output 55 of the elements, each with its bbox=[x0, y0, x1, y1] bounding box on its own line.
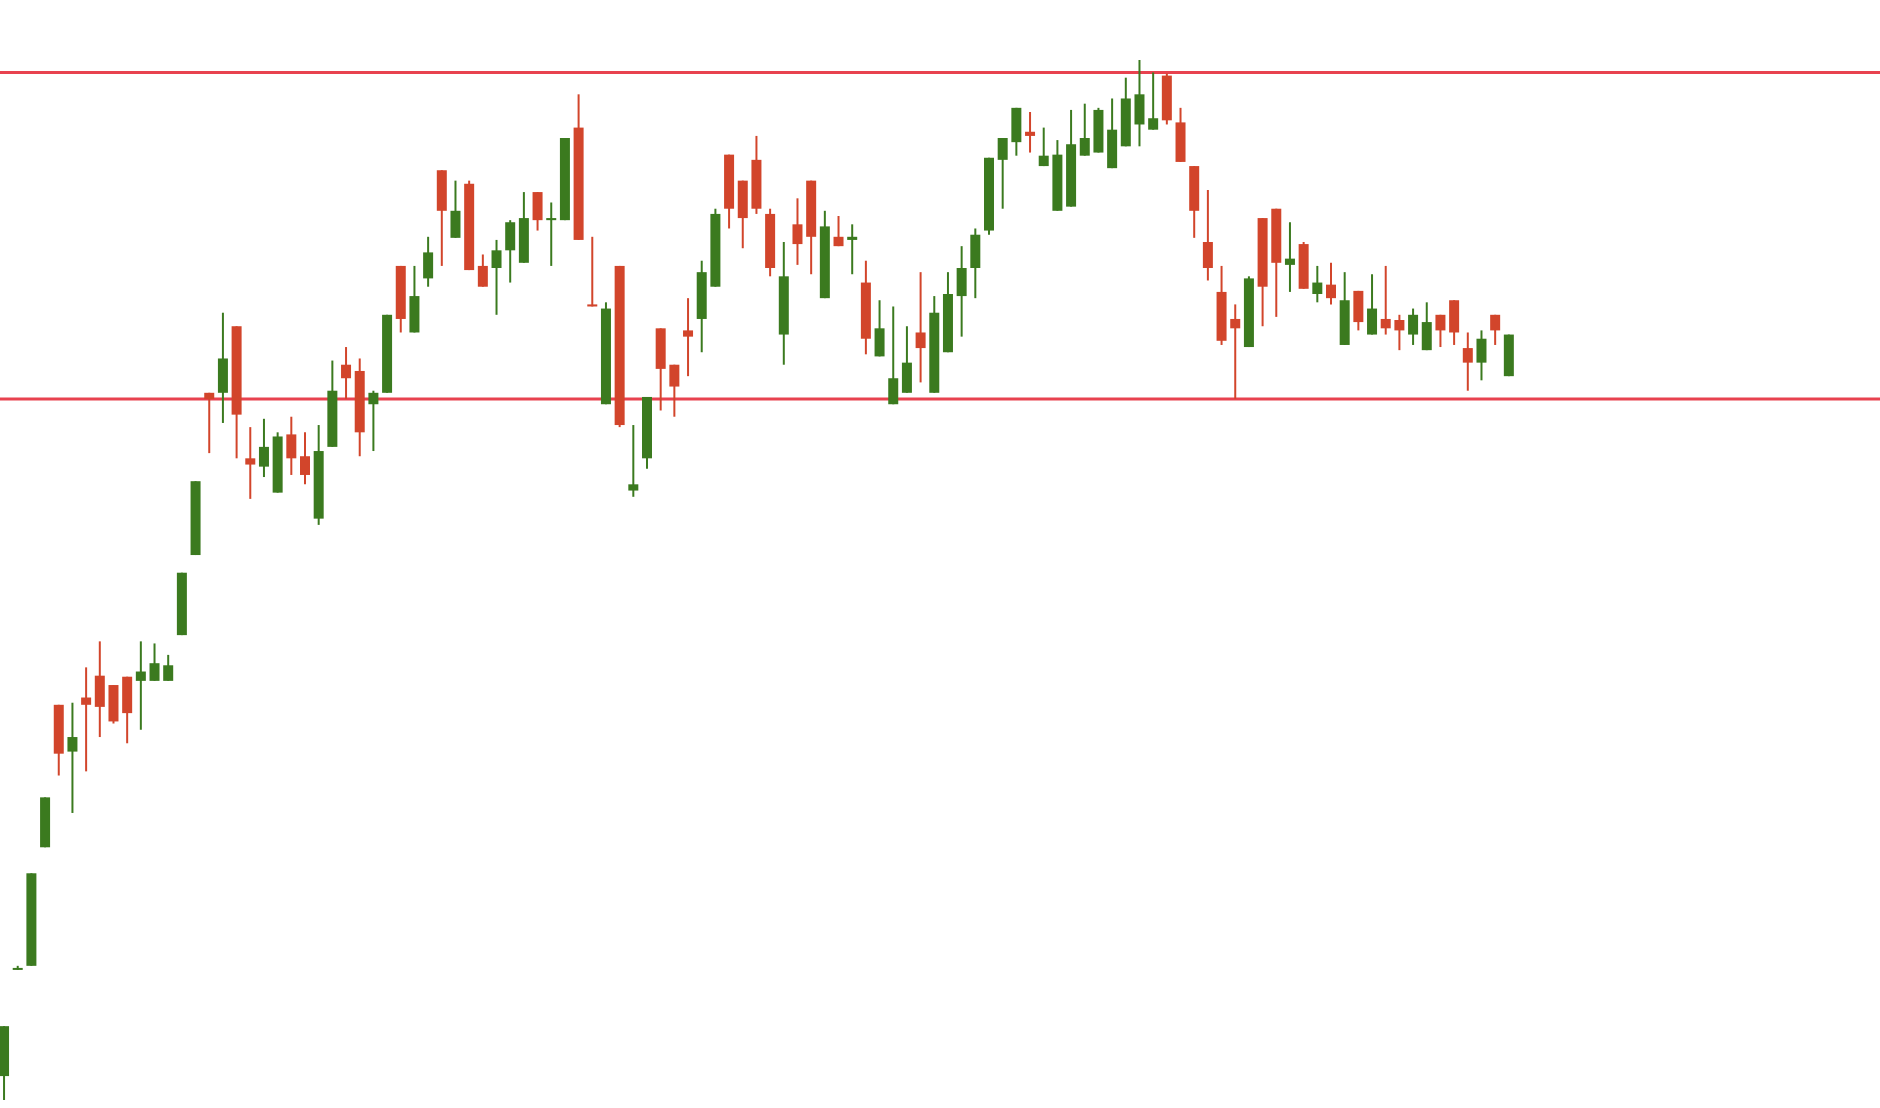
candlestick bbox=[423, 235, 434, 288]
candlestick bbox=[409, 264, 420, 334]
candlestick bbox=[1202, 189, 1213, 282]
candlestick bbox=[368, 389, 379, 453]
candlestick bbox=[1312, 264, 1323, 304]
candlestick bbox=[1161, 72, 1172, 126]
candlestick bbox=[341, 346, 352, 401]
candlestick bbox=[217, 311, 228, 424]
candlestick bbox=[286, 415, 297, 476]
candlestick bbox=[1462, 331, 1473, 392]
candlestick bbox=[450, 179, 461, 239]
candlestick bbox=[901, 325, 912, 394]
candlestick bbox=[1476, 329, 1487, 382]
candlestick bbox=[628, 424, 639, 498]
candlestick bbox=[888, 305, 899, 406]
candlestick bbox=[956, 245, 967, 338]
candlestick bbox=[491, 238, 502, 316]
candlestick bbox=[683, 297, 694, 378]
candlestick bbox=[1353, 289, 1364, 332]
candlestick bbox=[436, 169, 447, 267]
candlestick bbox=[135, 640, 146, 731]
candlestick bbox=[81, 666, 92, 773]
candlestick bbox=[847, 223, 858, 276]
candlestick bbox=[1490, 313, 1501, 346]
candlestick bbox=[1107, 97, 1118, 170]
candlestick bbox=[1435, 313, 1446, 349]
candlestick bbox=[833, 215, 844, 248]
candlestick bbox=[1189, 165, 1200, 239]
candlestick bbox=[1284, 221, 1295, 293]
candlestick bbox=[1408, 307, 1419, 346]
candlestick bbox=[1339, 271, 1350, 346]
candlestick bbox=[258, 417, 269, 479]
candlestick bbox=[1298, 241, 1309, 290]
candlestick bbox=[518, 191, 529, 264]
candlestick bbox=[532, 191, 543, 232]
candlestick bbox=[874, 299, 885, 358]
candlestick bbox=[204, 391, 215, 455]
candlestick bbox=[915, 271, 926, 384]
candlestick bbox=[1148, 71, 1159, 131]
candlestick bbox=[245, 426, 256, 500]
candlestick bbox=[300, 431, 310, 486]
candlestick bbox=[1421, 301, 1432, 352]
candlestick bbox=[792, 197, 803, 266]
candlestick bbox=[546, 201, 557, 267]
candlestick bbox=[505, 219, 516, 284]
candlestick bbox=[67, 701, 78, 814]
candlestick bbox=[1326, 261, 1336, 306]
candlestick bbox=[970, 227, 981, 300]
candlestick bbox=[1449, 299, 1460, 346]
candlestick bbox=[477, 253, 488, 288]
candlestick bbox=[1175, 106, 1186, 163]
candlestick bbox=[1025, 111, 1036, 154]
candlestick bbox=[1367, 273, 1378, 336]
candlestick bbox=[587, 235, 598, 308]
candlestick bbox=[122, 675, 133, 745]
